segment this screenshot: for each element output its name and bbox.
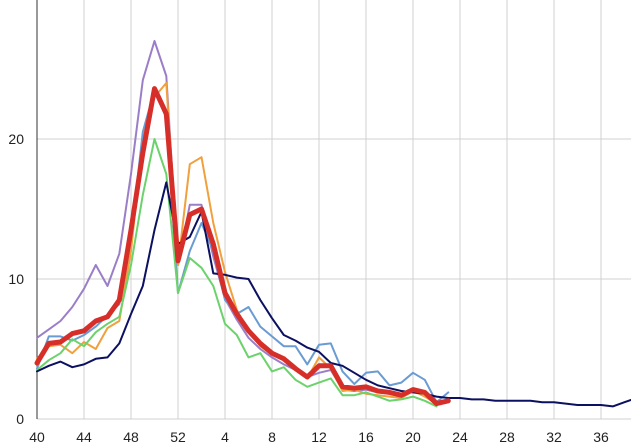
x-tick-label: 28: [499, 429, 515, 445]
series-5: [34, 86, 451, 407]
series-2: [36, 89, 450, 404]
x-tick-label: 20: [405, 429, 421, 445]
x-tick-label: 52: [170, 429, 186, 445]
y-tick-label: 0: [16, 411, 24, 427]
y-tick-label: 10: [8, 271, 24, 287]
series-line: [36, 138, 438, 408]
series-line: [36, 89, 450, 404]
series-line: [36, 82, 438, 405]
series-4: [36, 181, 631, 408]
x-tick-label: 8: [268, 429, 276, 445]
x-tick-label: 24: [452, 429, 468, 445]
x-tick-label: 36: [593, 429, 609, 445]
series-3: [36, 138, 438, 408]
series-line: [36, 181, 631, 408]
series-line: [34, 86, 451, 407]
x-tick-labels: 40 44 48 52 4 8 12 16 20 24 28 32 36: [29, 429, 609, 445]
x-tick-label: 40: [29, 429, 45, 445]
x-tick-label: 32: [546, 429, 562, 445]
x-tick-label: 12: [311, 429, 327, 445]
x-gridlines: [36, 0, 602, 419]
series-layer: [34, 40, 631, 408]
y-tick-label: 20: [8, 131, 24, 147]
series-1: [36, 82, 438, 405]
x-tick-label: 16: [358, 429, 374, 445]
y-tick-labels: 0 10 20: [8, 131, 24, 427]
x-tick-label: 48: [123, 429, 139, 445]
x-tick-label: 4: [221, 429, 229, 445]
x-tick-label: 44: [76, 429, 92, 445]
